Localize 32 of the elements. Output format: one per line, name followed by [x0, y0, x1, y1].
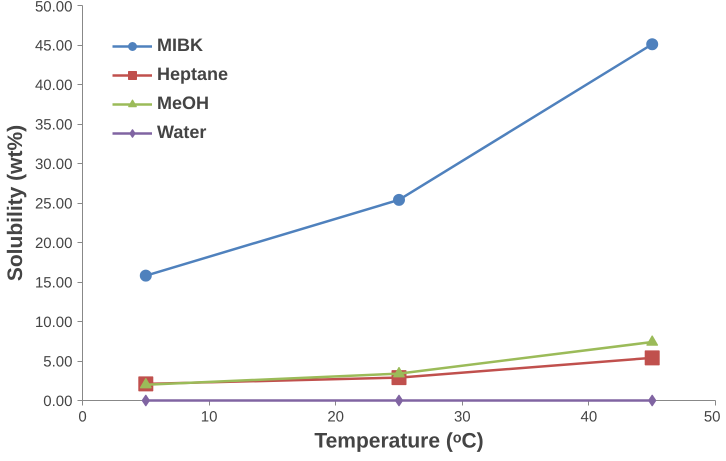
- y-tick-label: 25.00: [34, 196, 73, 212]
- y-tick-label: 10.00: [34, 314, 73, 331]
- x-tick-label: 10: [200, 408, 218, 426]
- point: [394, 394, 404, 406]
- point: [140, 378, 152, 388]
- legend-label: Water: [157, 122, 206, 143]
- legend-label: MeOH: [157, 93, 210, 114]
- y-tick-label: 45.00: [34, 38, 73, 54]
- y-tick-label: 15.00: [34, 274, 73, 292]
- x-tick-label: 30: [454, 408, 471, 426]
- y-tick-label: 40.00: [34, 77, 73, 94]
- y-tick-label: 35.00: [34, 116, 73, 134]
- y-tick-label: 20.00: [34, 235, 73, 252]
- y-tick-label: 5.00: [43, 354, 73, 370]
- point: [393, 194, 405, 206]
- y-tick-label: 50.00: [34, 0, 73, 16]
- y-tick-label: 30.00: [34, 156, 73, 173]
- x-tick-label: 40: [580, 408, 598, 426]
- point: [140, 270, 152, 282]
- point: [646, 335, 658, 346]
- legend-label: MIBK: [157, 35, 203, 56]
- y-tick-label: 0.00: [43, 393, 73, 410]
- point: [646, 38, 658, 50]
- point: [648, 394, 656, 406]
- legend-label: Heptane: [157, 64, 228, 85]
- x-tick-label: 0: [78, 408, 87, 426]
- point: [142, 394, 150, 406]
- x-tick-label: 50: [704, 408, 721, 426]
- x-axis-title: Temperature (ᵒC): [314, 430, 484, 452]
- point: [644, 350, 660, 366]
- x-tick-label: 20: [327, 408, 344, 426]
- y-axis-title: Solubility (wt%): [4, 124, 27, 282]
